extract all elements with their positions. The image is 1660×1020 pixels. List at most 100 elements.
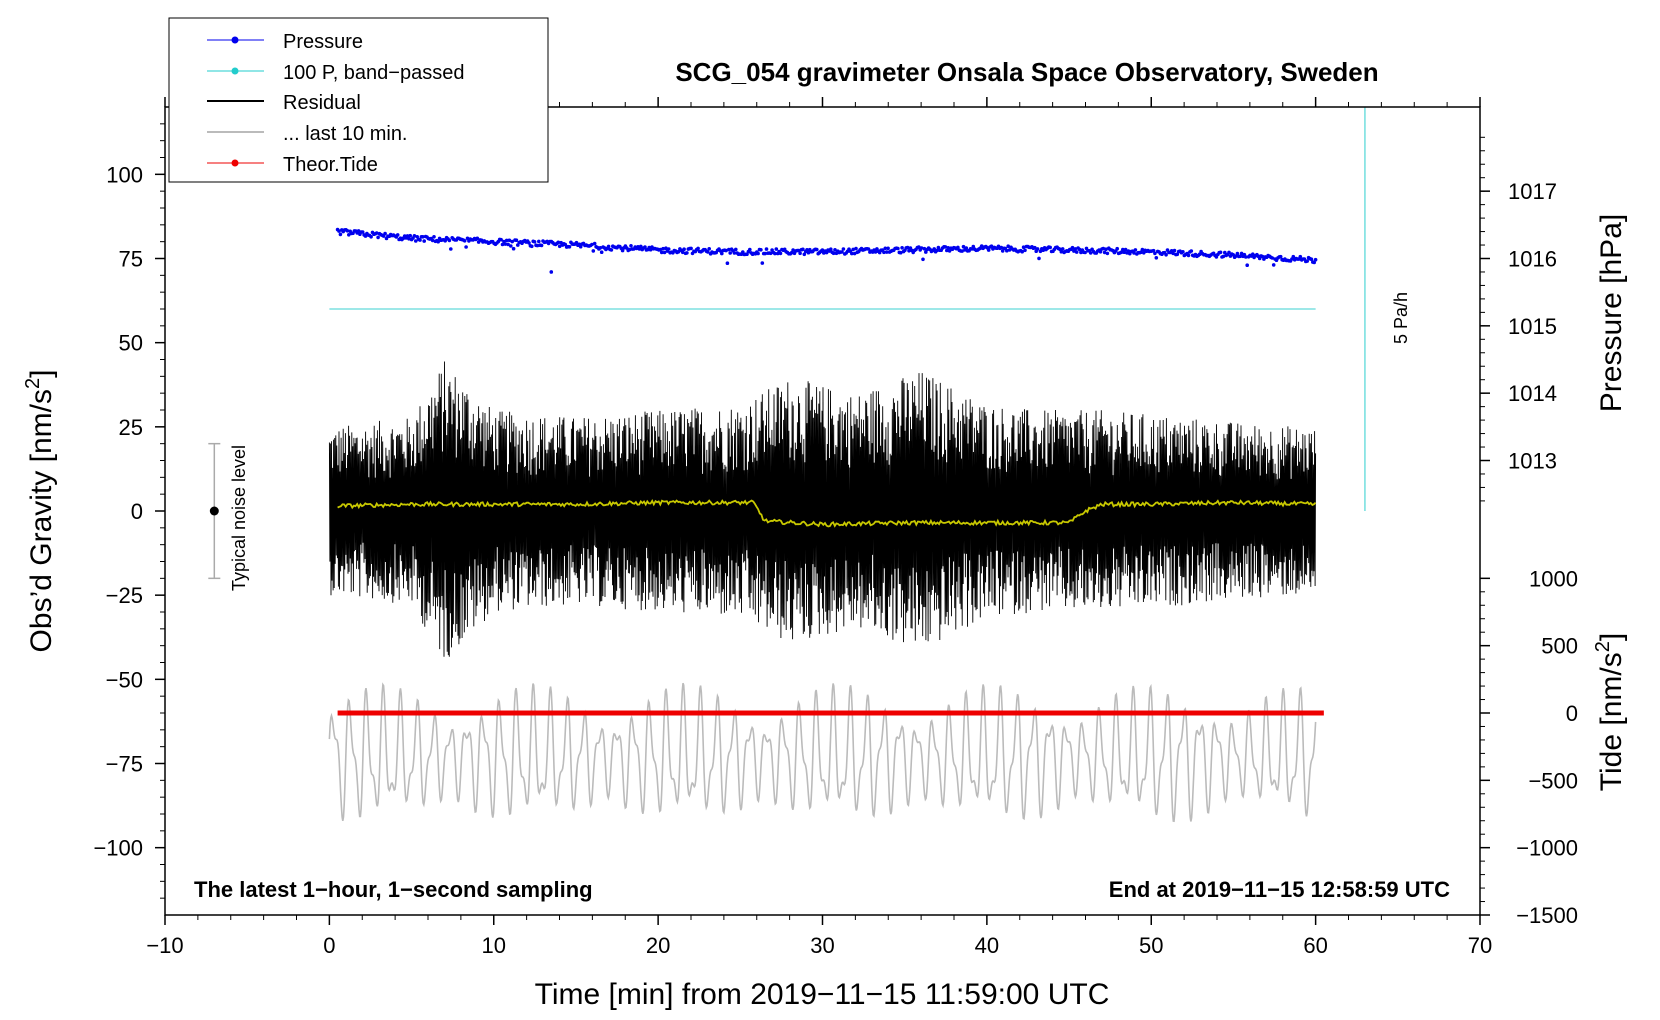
pressure-point: [338, 232, 343, 237]
pressure-point: [801, 247, 805, 252]
pressure-point: [1186, 253, 1191, 258]
legend-entry-last-10-min: ... last 10 min.: [207, 123, 408, 145]
pressure-point: [418, 238, 422, 242]
tide-axis-title-end: ]: [1595, 633, 1628, 641]
pressure-point: [884, 250, 889, 254]
pressure-point: [1037, 256, 1041, 261]
pressure-point: [475, 236, 480, 241]
last-10-min-line: [328, 682, 1317, 823]
y-axis: 100 75 50 25 0 −25 −50 −75 −100: [93, 123, 165, 899]
pressure-point: [592, 241, 597, 246]
pressure-point: [805, 248, 809, 252]
pressure-point: [507, 238, 512, 243]
pressure-point: [590, 242, 594, 247]
pressure-point: [527, 241, 531, 245]
pressure-point: [815, 247, 819, 252]
x-tick-label: 30: [810, 933, 834, 958]
pressure-point: [806, 250, 811, 255]
legend-marker-pressure: [231, 36, 239, 44]
pressure-point: [852, 251, 857, 256]
pressure-point: [986, 248, 991, 252]
pressure-point: [1115, 246, 1119, 251]
pressure-point: [732, 251, 737, 255]
pressure-point: [886, 246, 890, 251]
pressure-point: [1298, 254, 1303, 259]
pressure-point: [407, 237, 411, 241]
tide-tick-label: 1000: [1529, 566, 1578, 591]
pressure-point: [1181, 250, 1185, 254]
pressure-point: [599, 250, 604, 254]
pressure-point: [539, 243, 544, 248]
pressure-point: [430, 238, 435, 243]
pressure-point: [383, 231, 387, 236]
pressure-tick-label: 1013: [1508, 449, 1557, 474]
pressure-point: [1101, 246, 1106, 251]
pressure-point: [1227, 250, 1231, 255]
x-tick-label: 20: [646, 933, 670, 958]
y-axis-title-sup: 2: [22, 378, 44, 389]
pressure-point: [1197, 252, 1202, 256]
pressure-point: [1060, 247, 1065, 251]
pressure-point: [374, 231, 379, 235]
pressure-point: [530, 244, 534, 249]
pressure-point: [1171, 251, 1175, 256]
noise-bar-center: [209, 506, 219, 516]
y-tick-label: 100: [106, 162, 143, 187]
pressure-point: [591, 249, 596, 253]
pressure-point: [1133, 248, 1138, 252]
pressure-point: [658, 247, 663, 252]
pressure-point: [935, 248, 939, 253]
pressure-point: [408, 233, 413, 238]
pressure-point: [798, 251, 802, 256]
pressure-point: [796, 248, 801, 253]
pressure-point: [412, 234, 417, 238]
pressure-point: [1223, 250, 1227, 255]
pressure-point: [802, 252, 807, 257]
pressure-point: [369, 235, 373, 239]
pressure-point: [395, 233, 400, 237]
pressure-point: [696, 246, 700, 251]
pressure-point: [504, 238, 509, 243]
tide-tick-label: −1500: [1516, 903, 1578, 928]
pressure-point: [725, 261, 730, 266]
pressure-point: [443, 239, 448, 243]
pressure-point: [1305, 259, 1309, 263]
pressure-point: [1098, 250, 1103, 254]
pressure-point: [1102, 250, 1107, 255]
pressure-point: [627, 247, 632, 252]
y-tick-label: 75: [119, 247, 143, 272]
pressure-point: [1005, 248, 1009, 253]
pressure-point: [648, 247, 653, 252]
pressure-point: [347, 233, 351, 237]
x-tick-label: 50: [1139, 933, 1163, 958]
pressure-point: [763, 251, 767, 256]
pressure-point: [851, 247, 855, 252]
pressure-axis-title: Pressure [hPa]: [1595, 214, 1628, 412]
pressure-point: [706, 250, 710, 254]
y-tick-label: −25: [106, 583, 143, 608]
pressure-point: [1309, 257, 1314, 262]
pressure-point: [905, 245, 910, 250]
y-tick-label: −75: [106, 752, 143, 777]
pressure-point: [1023, 248, 1027, 253]
pressure-point: [535, 243, 540, 248]
pressure-point: [422, 239, 427, 243]
y-tick-label: 25: [119, 415, 143, 440]
pressure-point: [1077, 247, 1082, 252]
legend-entry-pressure: Pressure: [207, 31, 363, 53]
pressure-point: [1070, 245, 1075, 250]
pressure-point: [1059, 249, 1064, 254]
pressure-point: [1270, 256, 1275, 260]
pressure-point: [1006, 244, 1010, 248]
pressure-point: [945, 248, 949, 253]
y-tick-label: 0: [131, 499, 143, 524]
pressure-tick-label: 1015: [1508, 314, 1557, 339]
pressure-tick-label: 1016: [1508, 247, 1557, 272]
pressure-point: [1020, 249, 1024, 254]
pressure-point: [748, 247, 752, 252]
tide-tick-label: 500: [1541, 634, 1578, 659]
tide-axis-title: Tide [nm/s2]: [1592, 633, 1628, 791]
pressure-point: [1033, 245, 1037, 250]
end-time-annotation: End at 2019−11−15 12:58:59 UTC: [1109, 877, 1450, 902]
